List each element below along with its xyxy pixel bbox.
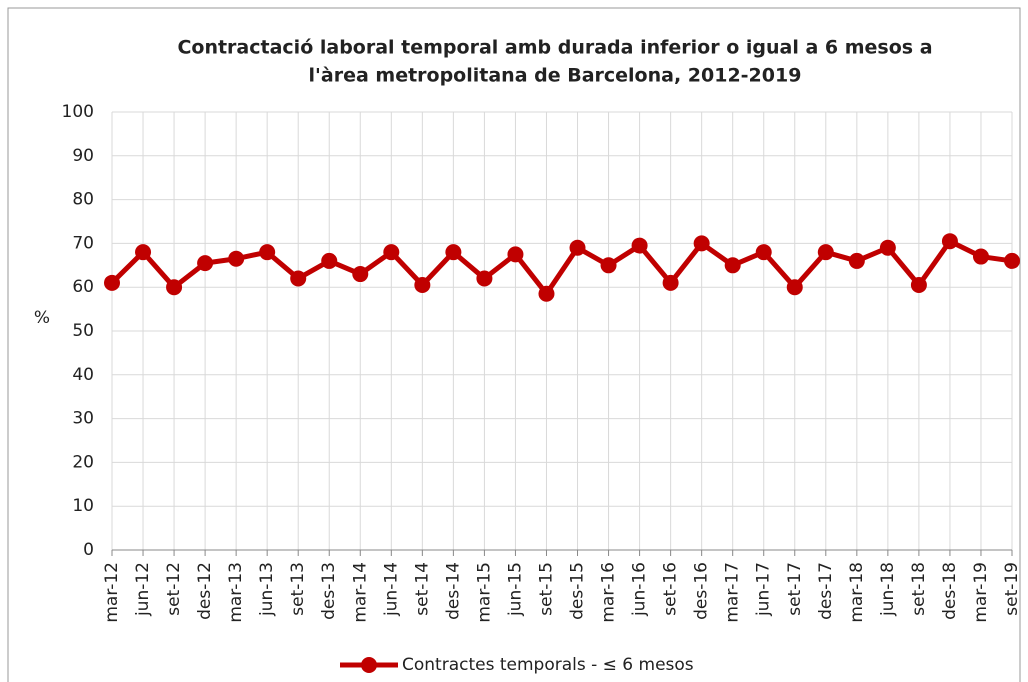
point	[693, 235, 710, 252]
point	[600, 257, 617, 274]
x-tick-label: set-19	[1002, 562, 1022, 616]
chart-title: Contractació laboral temporal amb durada…	[177, 37, 932, 59]
point	[910, 277, 927, 294]
point	[414, 277, 431, 294]
point	[104, 274, 120, 291]
x-tick-label: mar-13	[226, 562, 246, 623]
point	[259, 244, 276, 261]
x-tick-label: jun-15	[505, 562, 525, 617]
point	[1004, 252, 1020, 269]
legend-label: Contractes temporals - ≤ 6 mesos	[402, 655, 694, 675]
x-tick-label: set-13	[288, 562, 308, 616]
point	[445, 244, 462, 261]
y-tick-label: 0	[83, 540, 94, 560]
point	[197, 255, 214, 272]
point	[321, 252, 338, 269]
x-tick-label: des-16	[692, 562, 712, 620]
point	[569, 239, 586, 256]
point	[631, 237, 648, 254]
x-tick-label: mar-18	[847, 562, 867, 623]
x-tick-label: mar-12	[102, 562, 122, 623]
x-tick-label: des-14	[443, 562, 463, 620]
x-tick-label: jun-16	[630, 562, 650, 617]
x-tick-label: mar-15	[474, 562, 494, 623]
x-tick-label: set-16	[661, 562, 681, 616]
y-tick-label: 50	[72, 321, 94, 341]
x-tick-label: mar-17	[723, 562, 743, 623]
y-tick-label: 10	[72, 496, 94, 516]
point	[941, 233, 958, 250]
x-tick-label: set-17	[785, 562, 805, 616]
y-tick-label: 90	[72, 146, 94, 166]
y-tick-label: 30	[72, 409, 94, 429]
point	[817, 244, 834, 261]
point	[724, 257, 741, 274]
x-tick-label: mar-19	[971, 562, 991, 623]
x-tick-label: set-12	[164, 562, 184, 616]
y-tick-label: 20	[72, 452, 94, 472]
point	[383, 244, 400, 261]
point	[755, 244, 772, 261]
y-tick-label: 40	[72, 365, 94, 385]
point	[662, 274, 679, 291]
y-tick-label: 70	[72, 233, 94, 253]
point	[352, 266, 369, 283]
x-tick-label: set-14	[412, 562, 432, 616]
x-tick-label: des-13	[319, 562, 339, 620]
point	[476, 270, 493, 287]
x-tick-label: set-18	[909, 562, 929, 616]
x-tick-label: jun-17	[754, 562, 774, 617]
x-tick-label: des-12	[195, 562, 215, 620]
x-tick-label: des-18	[940, 562, 960, 620]
point	[228, 250, 245, 267]
x-tick-label: set-15	[536, 562, 556, 616]
x-tick-label: des-15	[568, 562, 588, 620]
x-tick-label: jun-18	[878, 562, 898, 617]
x-tick-label: des-17	[816, 562, 836, 620]
x-tick-label: jun-13	[257, 562, 277, 617]
point	[972, 248, 989, 265]
point	[507, 246, 524, 263]
legend-swatch	[361, 657, 377, 673]
y-tick-label: 60	[72, 277, 94, 297]
chart-border	[7, 7, 1021, 682]
point	[538, 285, 555, 302]
x-tick-label: jun-12	[133, 562, 153, 617]
point	[879, 239, 896, 256]
x-tick-label: mar-16	[599, 562, 619, 623]
y-tick-label: 80	[72, 190, 94, 210]
point	[166, 279, 183, 296]
y-axis-label: %	[34, 308, 50, 328]
point	[848, 252, 865, 269]
series-line	[110, 238, 1013, 297]
x-tick-label: jun-14	[381, 562, 401, 617]
y-tick-label: 100	[62, 102, 94, 122]
x-tick-label: mar-14	[350, 562, 370, 623]
point	[786, 279, 803, 296]
point	[135, 244, 152, 261]
point	[290, 270, 307, 287]
chart-title: l'àrea metropolitana de Barcelona, 2012-…	[309, 65, 802, 87]
